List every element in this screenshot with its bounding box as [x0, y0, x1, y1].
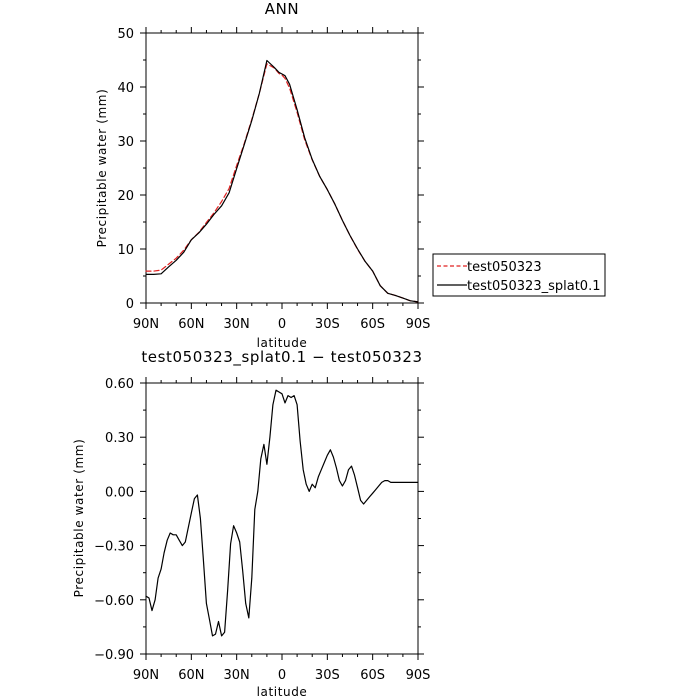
- bottom-x-tick-label: 60N: [178, 668, 204, 683]
- legend-box: [432, 253, 606, 297]
- bottom-plot-frame: [145, 382, 419, 655]
- top-series-line-test050323: [145, 63, 419, 303]
- legend-label-test050323: test050323: [467, 260, 542, 275]
- bottom-x-tick-label: 30S: [315, 668, 340, 683]
- bottom-y-tick-label: 0.60: [105, 377, 134, 392]
- top-y-axis-label: Precipitable water (mm): [95, 89, 109, 248]
- bottom-y-tick-label: −0.60: [94, 594, 134, 609]
- bottom-x-tick-label: 60S: [360, 668, 385, 683]
- bottom-x-tick-label: 0: [278, 668, 286, 683]
- top-y-tick-label: 0: [126, 297, 134, 312]
- top-x-axis-label: latitude: [257, 336, 308, 350]
- top-x-tick-label: 90S: [406, 317, 431, 332]
- bottom-y-tick-label: −0.90: [94, 648, 134, 663]
- bottom-series-line-0: [145, 389, 419, 637]
- bottom-x-tick-label: 90S: [406, 668, 431, 683]
- top-x-tick-label: 30S: [315, 317, 340, 332]
- top-y-tick-label: 10: [117, 243, 134, 258]
- legend: test050323 test050323_splat0.1: [432, 253, 606, 297]
- top-x-tick-label: 0: [278, 317, 286, 332]
- legend-label-test050323-splat: test050323_splat0.1: [467, 279, 600, 294]
- top-x-tick-label: 60N: [178, 317, 204, 332]
- bottom-y-tick-label: −0.30: [94, 540, 134, 555]
- top-series-group: [145, 59, 419, 303]
- bottom-y-tick-label: 0.00: [105, 485, 134, 500]
- bottom-y-axis-label: Precipitable water (mm): [72, 439, 86, 598]
- top-y-tick-label: 50: [117, 27, 134, 42]
- top-series-line-test050323-splat0-1: [145, 59, 419, 303]
- top-x-axis: 90N 60N 30N 0 30S 60S 90S: [133, 27, 431, 332]
- top-x-tick-label: 90N: [133, 317, 159, 332]
- top-y-axis: 0 10 20 30 40 50: [117, 27, 424, 312]
- bottom-y-axis: 0.60 0.30 0.00 −0.30 −0.60 −0.90: [94, 377, 424, 663]
- bottom-title: test050323_splat0.1 − test050323: [141, 348, 422, 367]
- top-panel: ANN 0 10 20 30 40 50 90N 60N 30N 0 30S 60S 90S lati…: [95, 0, 430, 350]
- bottom-x-tick-label: 30N: [224, 668, 250, 683]
- bottom-panel: test050323_splat0.1 − test050323 0.60 0.3…: [72, 348, 430, 699]
- top-y-tick-label: 40: [117, 81, 134, 96]
- top-y-tick-label: 30: [117, 135, 134, 150]
- bottom-x-axis: 90N 60N 30N 0 30S 60S 90S: [133, 377, 431, 683]
- bottom-y-tick-label: 0.30: [105, 431, 134, 446]
- top-x-tick-label: 30N: [224, 317, 250, 332]
- top-x-tick-label: 60S: [360, 317, 385, 332]
- top-title: ANN: [265, 0, 300, 18]
- bottom-x-axis-label: latitude: [257, 685, 308, 699]
- bottom-series-group: [145, 389, 419, 637]
- top-y-tick-label: 20: [117, 189, 134, 204]
- bottom-x-tick-label: 90N: [133, 668, 159, 683]
